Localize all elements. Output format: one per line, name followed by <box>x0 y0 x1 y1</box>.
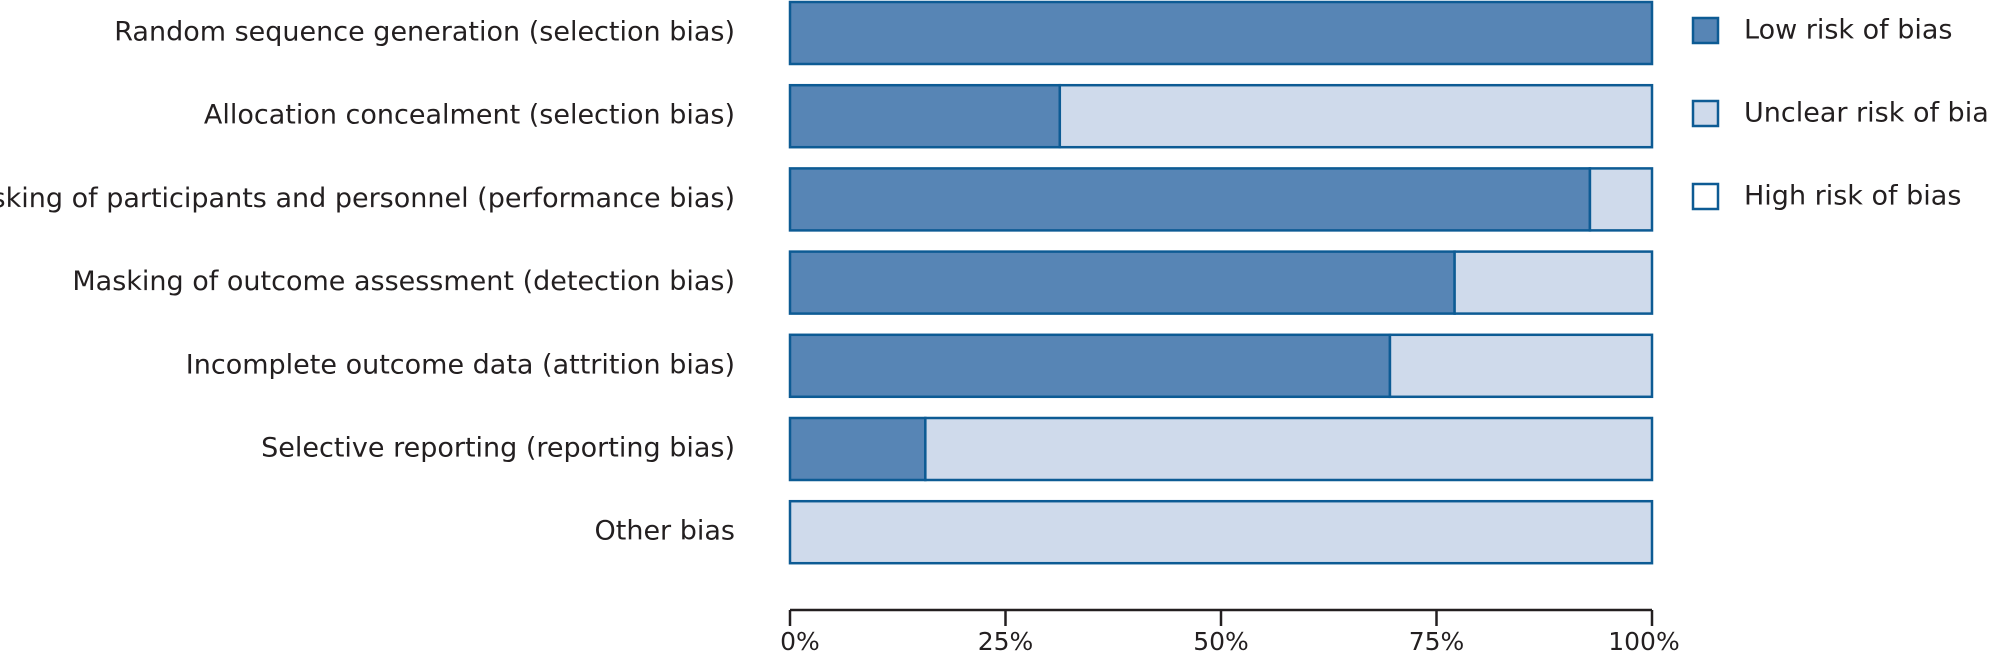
bar-segment-unclear-risk-of-bias <box>924 416 1654 482</box>
bar-segment-low-risk-of-bias <box>788 83 1062 149</box>
category-label: Selective reporting (reporting bias) <box>261 433 735 464</box>
bar-segment-low-risk-of-bias <box>788 0 1654 66</box>
bar-rows <box>788 0 1654 565</box>
category-label: Incomplete outcome data (attrition bias) <box>186 349 735 380</box>
legend-swatch <box>1691 99 1720 128</box>
x-tick-label: 25% <box>978 627 1034 656</box>
bar-segment-low-risk-of-bias <box>788 333 1392 399</box>
bar-segment-unclear-risk-of-bias <box>1588 167 1654 232</box>
x-tick-label: 75% <box>1409 627 1465 656</box>
category-label: Masking of participants and personnel (p… <box>0 183 735 214</box>
bar-segment-unclear-risk-of-bias <box>1388 333 1654 399</box>
bar-segment-low-risk-of-bias <box>788 167 1592 232</box>
x-axis: 0% 25% 50% 75% 100% <box>780 608 1680 656</box>
category-label: Random sequence generation (selection bi… <box>114 17 735 48</box>
legend-swatch <box>1691 182 1720 211</box>
legend-label: Unclear risk of bias <box>1744 98 1989 129</box>
bar-segment-low-risk-of-bias <box>788 250 1456 315</box>
category-labels: Random sequence generation (selection bi… <box>0 17 735 547</box>
bar-segment-low-risk-of-bias <box>788 416 927 482</box>
legend-swatch <box>1691 16 1720 45</box>
bar-segment-unclear-risk-of-bias <box>788 499 1654 565</box>
x-tick-label: 100% <box>1608 627 1679 656</box>
category-label: Allocation concealment (selection bias) <box>204 100 735 131</box>
category-label: Masking of outcome assessment (detection… <box>72 266 735 297</box>
x-tick-label: 50% <box>1193 627 1249 656</box>
legend: Low risk of bias Unclear risk of bias High… <box>1691 15 1989 212</box>
category-label: Other bias <box>595 516 736 547</box>
bar-segment-unclear-risk-of-bias <box>1453 250 1654 315</box>
legend-label: Low risk of bias <box>1744 15 1953 46</box>
bar-segment-unclear-risk-of-bias <box>1058 83 1654 149</box>
x-tick-label: 0% <box>780 627 820 656</box>
legend-label: High risk of bias <box>1744 181 1961 212</box>
